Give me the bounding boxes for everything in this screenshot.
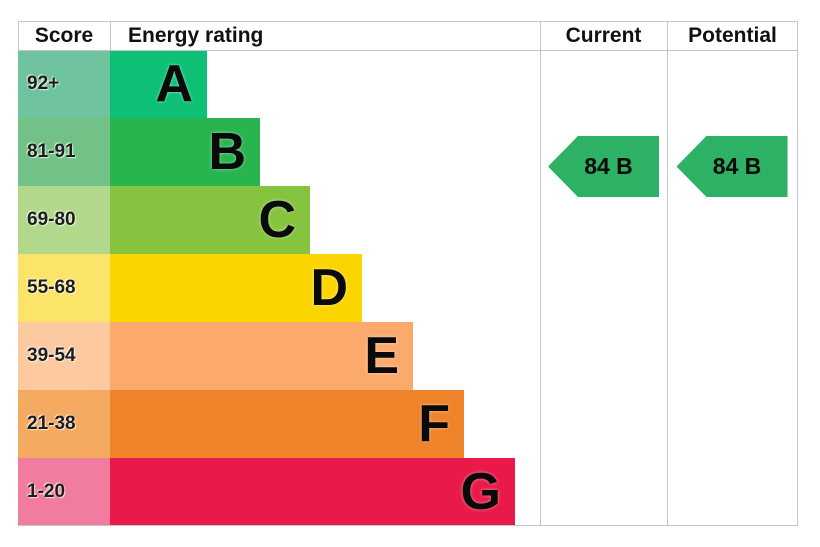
current-rating-label: 84 B bbox=[584, 153, 633, 179]
band-score-range: 55-68 bbox=[18, 254, 110, 322]
band-bar: A bbox=[110, 50, 207, 118]
score-rating-divider bbox=[110, 21, 111, 50]
header-left-border bbox=[18, 21, 19, 50]
band-row: 55-68 D bbox=[18, 254, 540, 322]
header-potential: Potential bbox=[667, 21, 798, 50]
band-bar: B bbox=[110, 118, 260, 186]
bands: 92+ A 81-91 B 69-80 C 55-68 D 39-54 E 21… bbox=[18, 50, 540, 526]
band-letter: A bbox=[155, 55, 193, 113]
band-row: 1-20 G bbox=[18, 458, 540, 526]
header-score: Score bbox=[18, 21, 110, 50]
band-row: 81-91 B bbox=[18, 118, 540, 186]
band-bar: E bbox=[110, 322, 413, 390]
band-row: 92+ A bbox=[18, 50, 540, 118]
header-current: Current bbox=[540, 21, 667, 50]
potential-column: 84 B bbox=[667, 50, 797, 526]
band-bar: C bbox=[110, 186, 310, 254]
band-score-range: 21-38 bbox=[18, 390, 110, 458]
current-potential-divider bbox=[667, 21, 668, 526]
band-row: 21-38 F bbox=[18, 390, 540, 458]
current-column: 84 B bbox=[540, 50, 667, 526]
header-energy-rating: Energy rating bbox=[110, 21, 540, 50]
potential-rating-arrow: 84 B bbox=[676, 136, 788, 197]
band-bar: D bbox=[110, 254, 362, 322]
table-bottom-border bbox=[18, 525, 798, 526]
band-letter: C bbox=[258, 191, 296, 249]
band-score-range: 69-80 bbox=[18, 186, 110, 254]
band-row: 69-80 C bbox=[18, 186, 540, 254]
band-letter: F bbox=[418, 395, 450, 453]
rating-table: Score Energy rating Current Potential 92… bbox=[18, 21, 798, 526]
band-score-range: 81-91 bbox=[18, 118, 110, 186]
rating-current-divider bbox=[540, 21, 541, 526]
table-right-border bbox=[797, 21, 798, 526]
band-row: 39-54 E bbox=[18, 322, 540, 390]
table-top-border bbox=[18, 21, 798, 22]
band-letter: D bbox=[310, 259, 348, 317]
current-rating-arrow: 84 B bbox=[548, 136, 659, 197]
band-score-range: 39-54 bbox=[18, 322, 110, 390]
band-bar: F bbox=[110, 390, 464, 458]
band-letter: B bbox=[208, 123, 246, 181]
band-letter: G bbox=[460, 463, 501, 521]
header-bottom-border bbox=[18, 50, 798, 51]
band-letter: E bbox=[364, 327, 399, 385]
band-bar: G bbox=[110, 458, 515, 526]
potential-rating-label: 84 B bbox=[712, 153, 762, 179]
band-score-range: 92+ bbox=[18, 50, 110, 118]
header-row: Score Energy rating Current Potential bbox=[18, 21, 798, 50]
band-score-range: 1-20 bbox=[18, 458, 110, 526]
